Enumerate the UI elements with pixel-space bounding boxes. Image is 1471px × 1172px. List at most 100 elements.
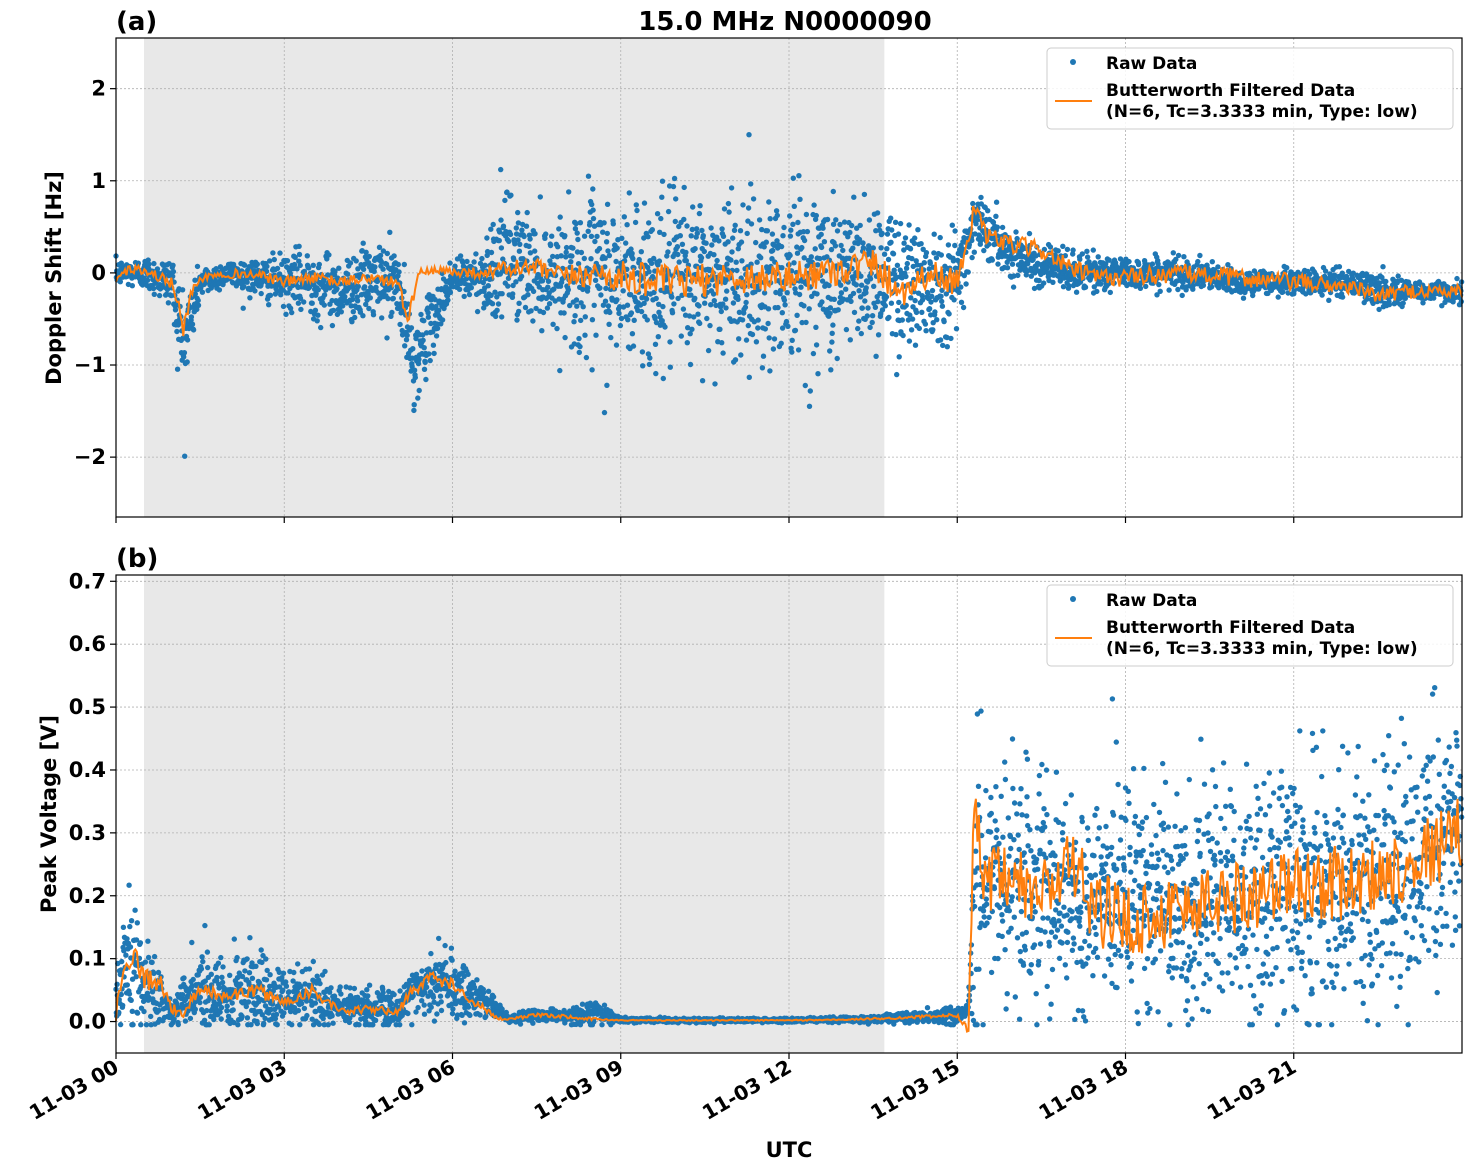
raw-point [848, 298, 854, 305]
raw-point [266, 302, 272, 308]
raw-point [881, 251, 888, 257]
raw-point [295, 300, 302, 306]
raw-point [1055, 248, 1061, 254]
raw-point [665, 249, 671, 255]
raw-point [646, 269, 652, 275]
raw-point [931, 231, 937, 237]
raw-point [904, 260, 910, 267]
raw-point [569, 253, 575, 259]
raw-point [1209, 259, 1216, 265]
raw-point [194, 306, 200, 313]
raw-point [687, 286, 693, 293]
raw-point [273, 1011, 280, 1018]
raw-point [349, 296, 356, 303]
raw-point [725, 200, 732, 207]
raw-point [130, 1021, 136, 1028]
raw-point [170, 268, 177, 275]
raw-point [316, 261, 322, 268]
raw-point [351, 985, 358, 992]
raw-point [313, 291, 319, 297]
raw-point [456, 286, 463, 292]
raw-point [731, 227, 738, 233]
raw-point [995, 261, 1001, 267]
raw-point [468, 285, 474, 291]
raw-point [606, 252, 613, 259]
raw-point [926, 306, 933, 312]
raw-point [530, 288, 537, 295]
raw-point [876, 222, 882, 228]
raw-point [716, 238, 722, 244]
raw-point [700, 233, 706, 239]
raw-point [345, 271, 351, 277]
raw-point [756, 217, 763, 223]
raw-point [447, 289, 454, 296]
raw-point [306, 966, 313, 972]
raw-point [728, 185, 735, 191]
raw-point [625, 317, 631, 323]
raw-point [755, 325, 761, 331]
raw-point [671, 301, 677, 307]
raw-point [1398, 277, 1405, 283]
raw-point [812, 246, 818, 252]
raw-point [234, 954, 240, 961]
raw-point [249, 975, 256, 981]
raw-point [192, 1006, 198, 1012]
raw-point [781, 224, 787, 231]
raw-point [871, 283, 877, 289]
raw-point [423, 376, 429, 383]
raw-point [123, 952, 129, 958]
raw-point [365, 993, 371, 999]
raw-point [219, 979, 226, 986]
raw-point [574, 230, 580, 236]
raw-point [1098, 281, 1104, 287]
raw-point [277, 250, 283, 256]
raw-point [521, 233, 527, 240]
raw-point [736, 336, 742, 342]
raw-point [667, 364, 673, 370]
raw-point [711, 252, 717, 258]
raw-point [347, 260, 354, 266]
raw-point [199, 289, 206, 295]
raw-point [888, 300, 895, 306]
raw-point [190, 976, 196, 983]
raw-point [557, 367, 563, 374]
raw-point [317, 980, 323, 987]
raw-point [194, 263, 201, 270]
raw-point [952, 228, 958, 234]
raw-point [742, 304, 749, 310]
raw-point [765, 306, 772, 312]
raw-point [934, 317, 940, 323]
raw-point [827, 348, 833, 354]
raw-point [614, 297, 620, 303]
raw-point [187, 1015, 194, 1022]
raw-point [629, 331, 636, 337]
raw-point [601, 409, 608, 416]
raw-point [639, 349, 646, 355]
raw-point [206, 1021, 212, 1028]
raw-point [174, 328, 180, 335]
raw-point [801, 237, 808, 244]
raw-point [425, 314, 432, 320]
raw-point [1050, 279, 1056, 285]
raw-point [315, 312, 321, 318]
raw-point [746, 132, 752, 138]
raw-point [749, 331, 756, 338]
raw-point [1336, 264, 1343, 270]
raw-point [818, 231, 824, 238]
raw-point [338, 991, 344, 997]
raw-point [939, 303, 946, 309]
raw-point [633, 202, 639, 208]
raw-point [145, 257, 151, 263]
raw-point [604, 382, 610, 388]
raw-point [547, 242, 554, 249]
raw-point [443, 959, 449, 966]
raw-point [753, 239, 759, 246]
raw-point [427, 357, 433, 364]
raw-point [695, 311, 701, 317]
raw-point [598, 292, 604, 298]
raw-point [870, 245, 876, 251]
raw-point [884, 231, 891, 237]
raw-point [770, 346, 777, 352]
raw-point [939, 298, 945, 305]
